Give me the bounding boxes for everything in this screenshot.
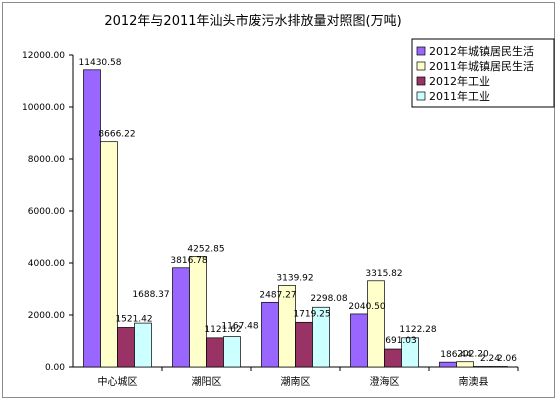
bar <box>401 337 419 368</box>
bar-chart: 2012年与2011年汕头市废污水排放量对照图(万吨) 0.00 2000.00 4… <box>22 13 555 388</box>
data-label: 1122.28 <box>399 325 436 335</box>
data-label: 11430.58 <box>79 58 122 68</box>
data-label: 4252.85 <box>187 244 224 254</box>
bar <box>134 322 152 368</box>
y-tick-label: 6000.00 <box>28 207 65 217</box>
bar-series-group <box>83 69 508 368</box>
x-tick-label: 潮南区 <box>281 375 311 388</box>
bar <box>439 361 457 368</box>
y-tick-label: 12000.00 <box>22 51 65 61</box>
y-axis: 0.00 2000.00 4000.00 6000.00 8000.00 10000.00… <box>22 51 74 373</box>
legend-swatch <box>416 91 426 101</box>
legend-label: 2012年工业 <box>429 74 490 88</box>
bar <box>261 301 279 368</box>
y-tick-label: 8000.00 <box>28 155 65 165</box>
chart-title: 2012年与2011年汕头市废污水排放量对照图(万吨) <box>104 13 401 29</box>
bar <box>189 256 207 368</box>
data-label: 1521.42 <box>115 314 152 324</box>
bar <box>312 306 330 368</box>
data-label: 3315.82 <box>365 269 402 279</box>
y-tick-label: 2000.00 <box>28 311 65 321</box>
x-tick-label: 中心城区 <box>98 375 138 388</box>
data-label: 2.24 <box>480 354 500 364</box>
bar <box>367 280 385 368</box>
legend-swatch <box>416 46 426 56</box>
data-labels-group: 11430.58 8666.22 1521.42 1688.37 3816.78 4252… <box>79 58 518 364</box>
x-tick-label: 南澳县 <box>459 375 489 388</box>
data-label: 186.44 <box>440 350 472 360</box>
data-label: 3139.92 <box>276 273 313 283</box>
data-label: 2298.08 <box>310 294 347 304</box>
legend-box <box>411 38 555 108</box>
bar <box>83 69 101 368</box>
data-label: 1688.37 <box>132 290 169 300</box>
bar <box>206 337 224 368</box>
data-label: 2040.50 <box>348 302 385 312</box>
bar <box>117 327 135 368</box>
data-label: 1719.25 <box>293 309 330 319</box>
bar <box>100 141 118 368</box>
legend-label: 2011年工业 <box>429 89 490 103</box>
legend-label: 2011年城镇居民生活 <box>429 59 534 73</box>
data-label: 8666.22 <box>98 130 135 140</box>
x-tick-label: 澄海区 <box>370 375 400 388</box>
bar <box>350 313 368 368</box>
bar <box>223 336 241 368</box>
chart-frame: 2012年与2011年汕头市废污水排放量对照图(万吨) 0.00 2000.00 4… <box>2 2 555 398</box>
x-axis: 中心城区 潮阳区 潮南区 澄海区 南澳县 <box>73 366 519 388</box>
data-label: 2487.27 <box>259 290 296 300</box>
bar <box>295 321 313 368</box>
bar <box>456 361 474 368</box>
data-label: 1121.62 <box>204 325 241 335</box>
legend-swatch <box>416 61 426 71</box>
legend-label: 2012年城镇居民生活 <box>429 44 534 58</box>
y-tick-label: 10000.00 <box>22 103 65 113</box>
bar <box>172 267 190 368</box>
y-tick-label: 4000.00 <box>28 259 65 269</box>
y-tick-label: 0.00 <box>45 363 65 373</box>
data-label: 691.03 <box>385 336 417 346</box>
data-label: 202.20 <box>457 350 489 360</box>
bar <box>384 348 402 368</box>
bar <box>490 366 508 368</box>
data-label: 2.06 <box>497 354 517 364</box>
data-label: 3816.78 <box>170 256 207 266</box>
bar <box>473 366 491 368</box>
x-tick-label: 潮阳区 <box>192 375 222 388</box>
data-label: 1167.48 <box>221 322 258 332</box>
legend-swatch <box>416 76 426 86</box>
